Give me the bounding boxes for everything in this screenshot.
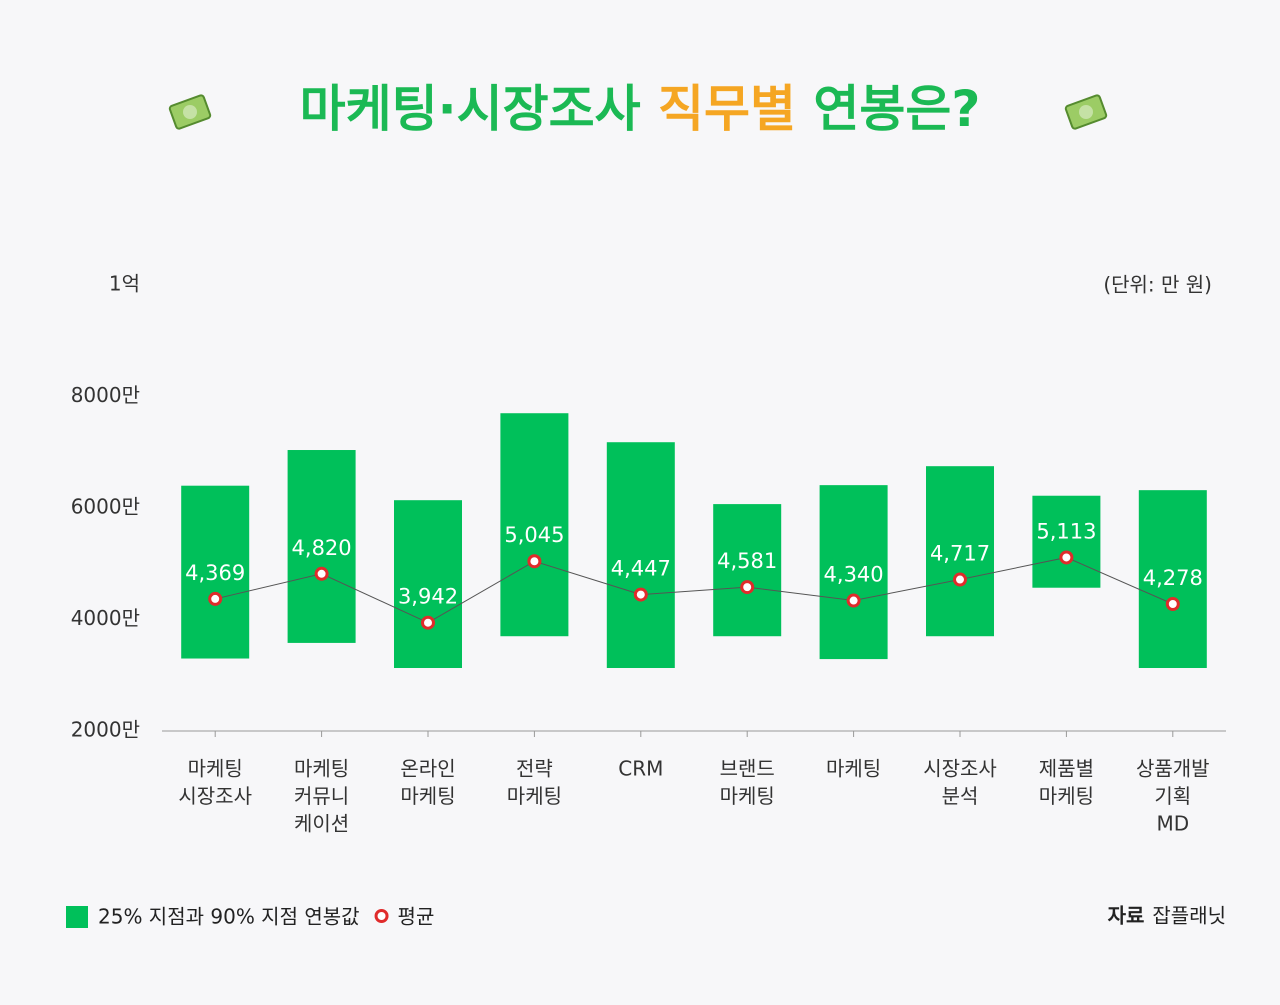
data-label: 3,942: [398, 585, 458, 609]
range-bar: [819, 485, 888, 660]
x-tick-label: 마케팅: [188, 757, 243, 781]
money-icon: [168, 94, 212, 130]
x-tick-label: 기획: [1154, 784, 1191, 808]
unit-note: (단위: 만 원): [1103, 273, 1212, 297]
x-tick-label: 분석: [942, 784, 979, 808]
x-tick-label: 브랜드: [720, 757, 775, 781]
average-point: [633, 587, 648, 602]
x-tick-label: 시장조사: [923, 757, 997, 781]
average-line: [215, 556, 1174, 624]
range-bar: [926, 466, 994, 637]
range-bar: [287, 450, 356, 643]
x-tick-label: 마케팅: [720, 784, 775, 808]
x-tick-label: 커뮤니: [294, 784, 349, 808]
average-point: [846, 593, 861, 608]
x-tick-label: CRM: [618, 757, 663, 781]
range-bar: [500, 413, 569, 637]
data-label: 5,045: [504, 523, 564, 547]
x-tick-label: MD: [1156, 812, 1189, 836]
legend-marker: [374, 909, 389, 923]
legend-label: 25% 지점과 90% 지점 연봉값: [98, 905, 360, 929]
x-tick-label: 온라인: [400, 757, 455, 781]
data-label: 4,340: [824, 563, 884, 587]
title-part: 직무별: [658, 80, 813, 138]
data-label: 4,369: [185, 561, 245, 585]
legend-label: 평균: [398, 905, 435, 929]
average-point: [208, 591, 223, 606]
average-point: [1059, 550, 1074, 565]
x-tick-label: 마케팅: [294, 757, 349, 781]
average-point: [527, 554, 542, 569]
data-label: 4,447: [611, 557, 671, 581]
data-label: 4,278: [1143, 566, 1203, 590]
average-point: [953, 572, 967, 587]
range-bar: [1032, 495, 1101, 588]
x-tick-label: 마케팅: [507, 784, 562, 808]
range-bar: [713, 504, 782, 637]
x-tick-label: 제품별: [1039, 757, 1094, 781]
x-tick-label: 마케팅: [826, 757, 881, 781]
source: 잡플래닛: [1152, 904, 1226, 928]
y-tick-label: 8000만: [71, 383, 140, 407]
x-tick-label: 마케팅: [400, 784, 455, 808]
data-label: 4,717: [930, 542, 990, 566]
data-label: 4,820: [292, 536, 352, 560]
average-point: [1165, 597, 1180, 612]
chart-title: 마케팅·시장조사 직무별 연봉은?: [300, 80, 981, 138]
x-tick-label: 케이션: [294, 812, 349, 836]
y-tick-label: 4000만: [71, 606, 140, 630]
data-label: 4,581: [717, 549, 777, 573]
title-part: 마케팅·시장조사: [300, 80, 658, 138]
range-bar: [181, 485, 250, 659]
range-bar: [1138, 490, 1207, 669]
range-bar: [394, 500, 462, 669]
x-tick-label: 마케팅: [1039, 784, 1094, 808]
data-label: 5,113: [1036, 519, 1096, 543]
average-point: [740, 580, 755, 595]
average-point: [314, 566, 329, 581]
legend: 25% 지점과 90% 지점 연봉값 평균: [66, 905, 434, 929]
legend-swatch: [66, 906, 88, 928]
range-bar: [606, 442, 675, 669]
y-tick-label: 2000만: [71, 718, 140, 742]
x-tick-label: 전략: [516, 757, 553, 781]
y-tick-label: 6000만: [71, 495, 140, 519]
x-tick-label: 시장조사: [178, 784, 252, 808]
title-part: 연봉은?: [813, 80, 980, 138]
money-icon: [1064, 94, 1108, 130]
y-tick-label: 1억: [109, 272, 140, 296]
x-tick-label: 상품개발: [1136, 757, 1210, 781]
average-point: [421, 615, 435, 630]
source-label: 자료: [1108, 904, 1145, 928]
